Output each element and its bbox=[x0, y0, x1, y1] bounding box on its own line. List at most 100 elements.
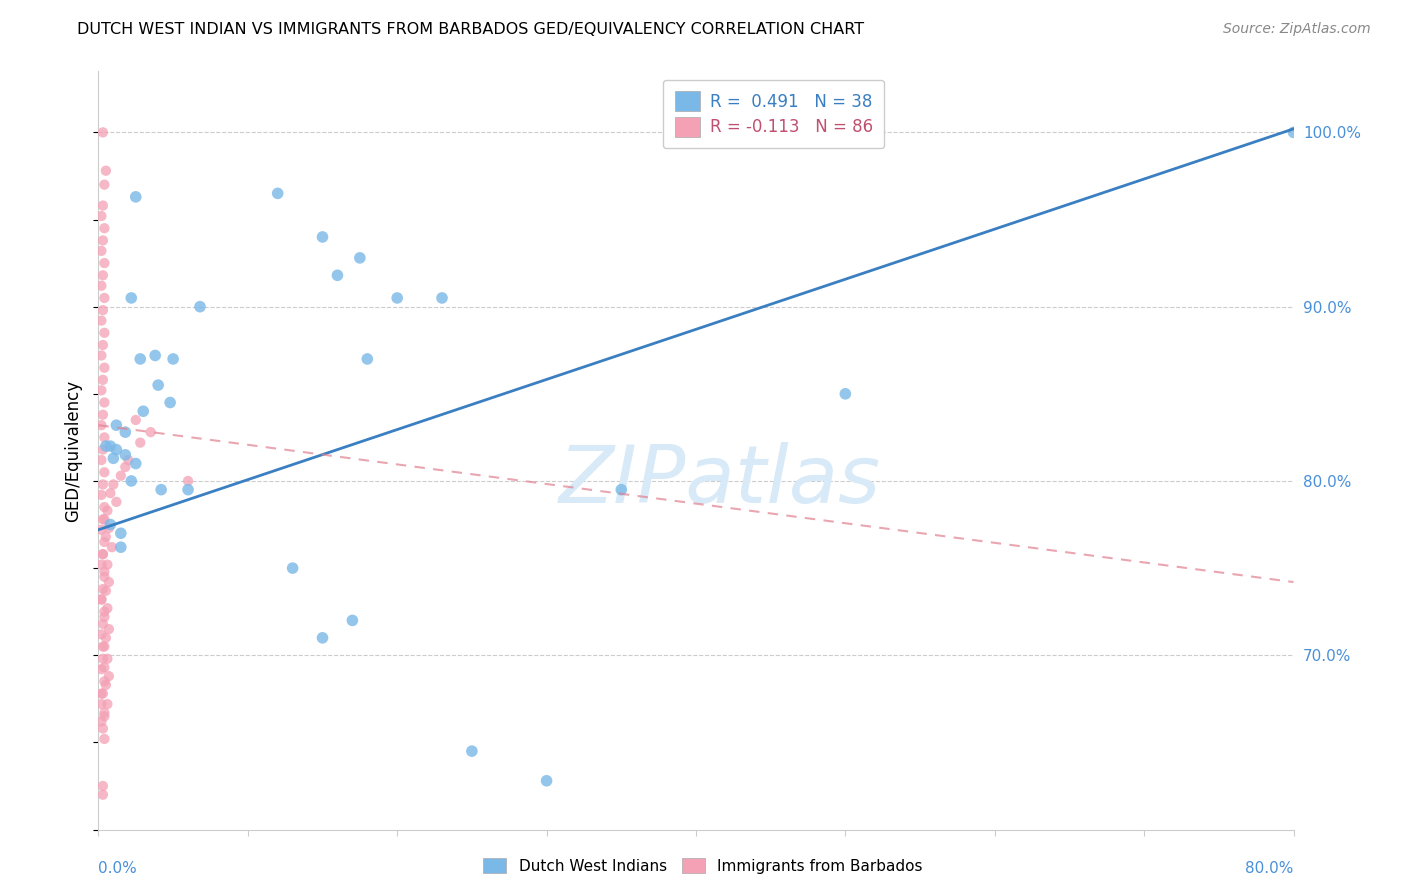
Point bbox=[110, 526, 132, 541]
Point bbox=[150, 483, 173, 497]
Point bbox=[610, 483, 633, 497]
Point bbox=[1282, 125, 1305, 139]
Point bbox=[385, 291, 409, 305]
Point bbox=[94, 678, 117, 692]
Point bbox=[90, 714, 112, 729]
Point bbox=[120, 291, 142, 305]
Point bbox=[97, 622, 120, 636]
Point bbox=[93, 395, 115, 409]
Point bbox=[110, 468, 132, 483]
Point bbox=[93, 465, 115, 479]
Point bbox=[94, 530, 117, 544]
Point bbox=[117, 453, 139, 467]
Point bbox=[98, 439, 122, 453]
Point bbox=[91, 338, 114, 352]
Point bbox=[125, 457, 148, 471]
Text: Source: ZipAtlas.com: Source: ZipAtlas.com bbox=[1223, 22, 1371, 37]
Point bbox=[93, 535, 115, 549]
Point bbox=[93, 610, 115, 624]
Point bbox=[96, 558, 118, 572]
Point bbox=[125, 190, 148, 204]
Point bbox=[96, 503, 118, 517]
Point bbox=[90, 523, 112, 537]
Point bbox=[188, 300, 211, 314]
Point bbox=[93, 674, 115, 689]
Point bbox=[90, 662, 112, 676]
Point bbox=[93, 731, 115, 746]
Point bbox=[98, 517, 122, 532]
Point bbox=[97, 575, 120, 590]
Point bbox=[91, 198, 114, 212]
Point bbox=[91, 268, 114, 283]
Point bbox=[93, 570, 115, 584]
Point bbox=[114, 460, 136, 475]
Point bbox=[96, 697, 118, 711]
Point bbox=[93, 706, 115, 720]
Point bbox=[91, 547, 114, 561]
Point bbox=[96, 601, 118, 615]
Point bbox=[91, 616, 114, 631]
Point bbox=[93, 640, 115, 654]
Point bbox=[90, 349, 112, 363]
Point bbox=[93, 709, 115, 723]
Point bbox=[91, 373, 114, 387]
Point bbox=[110, 540, 132, 554]
Point bbox=[139, 425, 162, 439]
Point bbox=[101, 540, 124, 554]
Point bbox=[91, 125, 114, 139]
Point bbox=[267, 186, 290, 201]
Point bbox=[311, 230, 333, 244]
Point bbox=[90, 453, 112, 467]
Point bbox=[91, 687, 114, 701]
Point bbox=[834, 386, 856, 401]
Point bbox=[311, 631, 333, 645]
Point bbox=[536, 773, 558, 788]
Point bbox=[114, 425, 136, 439]
Point bbox=[91, 408, 114, 422]
Point bbox=[93, 565, 115, 579]
Point bbox=[90, 627, 112, 641]
Point bbox=[326, 268, 349, 283]
Point bbox=[159, 395, 181, 409]
Point bbox=[93, 178, 115, 192]
Y-axis label: GED/Equivalency: GED/Equivalency bbox=[65, 379, 83, 522]
Point bbox=[162, 351, 184, 366]
Point bbox=[91, 640, 114, 654]
Point bbox=[93, 360, 115, 375]
Point bbox=[93, 660, 115, 674]
Point bbox=[90, 697, 112, 711]
Point bbox=[93, 326, 115, 340]
Point bbox=[91, 582, 114, 596]
Legend: R =  0.491   N = 38, R = -0.113   N = 86: R = 0.491 N = 38, R = -0.113 N = 86 bbox=[662, 79, 884, 148]
Point bbox=[91, 788, 114, 802]
Point bbox=[281, 561, 304, 575]
Point bbox=[94, 163, 117, 178]
Point bbox=[90, 313, 112, 327]
Point bbox=[98, 486, 122, 500]
Point bbox=[90, 384, 112, 398]
Point bbox=[93, 605, 115, 619]
Point bbox=[91, 779, 114, 793]
Point bbox=[94, 631, 117, 645]
Point bbox=[91, 442, 114, 457]
Point bbox=[94, 583, 117, 598]
Point bbox=[96, 652, 118, 666]
Point bbox=[132, 404, 155, 418]
Point bbox=[91, 234, 114, 248]
Point bbox=[90, 592, 112, 607]
Point bbox=[91, 512, 114, 526]
Point bbox=[90, 558, 112, 572]
Point bbox=[356, 351, 378, 366]
Point bbox=[143, 349, 166, 363]
Point bbox=[91, 547, 114, 561]
Point bbox=[93, 256, 115, 270]
Point bbox=[93, 221, 115, 235]
Point bbox=[93, 430, 115, 444]
Point bbox=[90, 488, 112, 502]
Point bbox=[125, 413, 148, 427]
Point bbox=[177, 474, 200, 488]
Point bbox=[90, 592, 112, 607]
Point bbox=[103, 451, 125, 466]
Point bbox=[430, 291, 453, 305]
Text: DUTCH WEST INDIAN VS IMMIGRANTS FROM BARBADOS GED/EQUIVALENCY CORRELATION CHART: DUTCH WEST INDIAN VS IMMIGRANTS FROM BAR… bbox=[77, 22, 865, 37]
